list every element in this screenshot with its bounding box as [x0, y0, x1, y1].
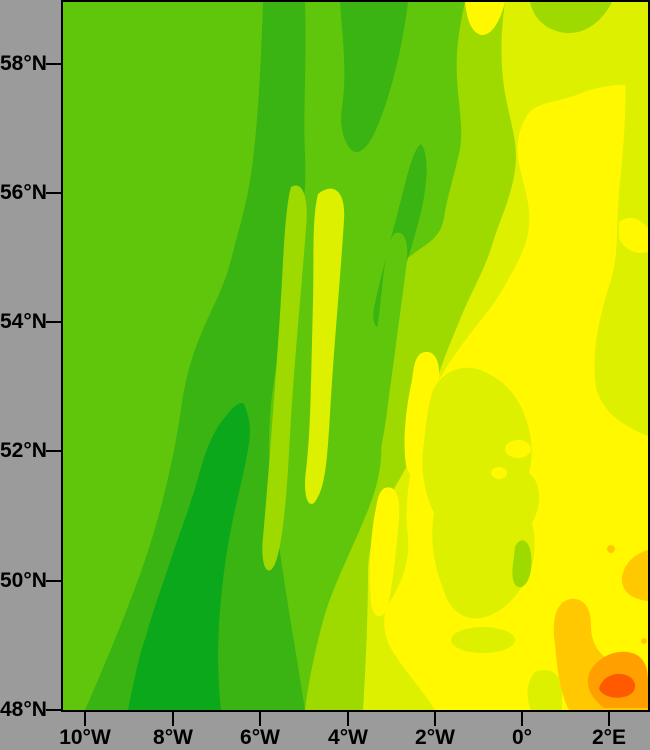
contour-patch-level4-top-right — [530, 2, 612, 34]
x-axis-label: 8°W — [153, 726, 193, 749]
y-axis-label: 54°N — [0, 310, 47, 333]
y-axis-label: 58°N — [0, 52, 47, 75]
x-axis-tick — [172, 712, 174, 726]
x-axis-tick — [259, 712, 261, 726]
contour-wedge-yellow-right-edge — [619, 217, 648, 254]
contour-map — [63, 2, 648, 710]
contour-dot-yellow-island — [491, 467, 507, 479]
contour-core-level9-maximum — [599, 673, 636, 698]
contour-dot-amber — [641, 638, 647, 644]
y-axis-tick — [46, 321, 61, 323]
contour-core-level1-minimum — [128, 403, 250, 710]
plot-frame — [61, 0, 650, 712]
x-axis-tick — [608, 712, 610, 726]
x-axis-tick — [434, 712, 436, 726]
x-axis-tick — [347, 712, 349, 726]
y-axis-tick — [46, 580, 61, 582]
contour-streak-yellow-vertical — [369, 487, 400, 617]
contour-patch-level7-right-edge — [621, 550, 648, 601]
contour-streak-level2-top — [340, 2, 408, 153]
contour-streak-level5-central — [305, 188, 345, 504]
x-axis-label: 2°E — [591, 726, 627, 749]
y-axis-tick — [46, 450, 61, 452]
y-axis-label: 52°N — [0, 439, 47, 462]
contour-dot-amber — [607, 545, 615, 553]
contour-band-level5-right-edge — [594, 2, 648, 436]
contour-band-level2-trough — [85, 2, 306, 710]
y-axis-label: 50°N — [0, 569, 47, 592]
contour-blob-yellow-mid — [404, 351, 440, 477]
y-axis-label: 56°N — [0, 181, 47, 204]
contour-streak-level3-on-level4 — [360, 232, 408, 484]
x-axis-label: 10°W — [59, 726, 111, 749]
contour-spot-level4-inside-chartreuse — [512, 540, 532, 588]
contour-blob-level5-southeast-tail — [451, 627, 515, 653]
y-axis-label: 48°N — [0, 698, 47, 721]
x-axis-tick — [84, 712, 86, 726]
contour-streak-yellow-top — [465, 2, 505, 36]
x-axis-tick — [521, 712, 523, 726]
x-axis-label: 2°W — [415, 726, 455, 749]
x-axis-label: 4°W — [328, 726, 368, 749]
y-axis-tick — [46, 709, 61, 711]
contour-dot-yellow-island — [505, 440, 531, 458]
y-axis-tick — [46, 63, 61, 65]
y-axis-tick — [46, 192, 61, 194]
contour-streak-level4-central — [262, 185, 307, 571]
contour-blob-level5-southeast — [422, 367, 540, 619]
contour-patch-level5-bottom — [527, 669, 562, 710]
x-axis-label: 6°W — [240, 726, 280, 749]
x-axis-label: 0° — [511, 726, 533, 749]
